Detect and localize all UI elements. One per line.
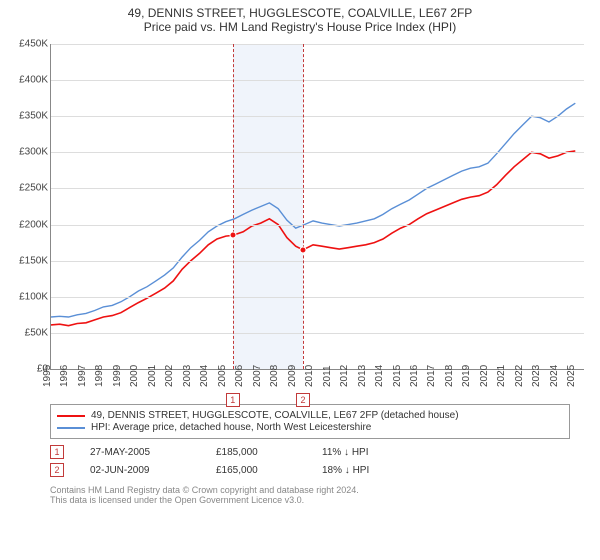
footer-line2: This data is licensed under the Open Gov… (50, 495, 570, 505)
gridline (51, 261, 584, 262)
x-tick-label: 1999 (112, 365, 123, 387)
legend-label: 49, DENNIS STREET, HUGGLESCOTE, COALVILL… (91, 410, 459, 421)
x-tick-label: 2017 (426, 365, 437, 387)
x-tick-label: 2000 (129, 365, 140, 387)
sale-rows: 1 27-MAY-2005 £185,000 11% ↓ HPI 2 02-JU… (50, 445, 570, 477)
sale-date: 27-MAY-2005 (90, 447, 190, 458)
y-tick-label: £450K (19, 39, 48, 50)
legend-row: 49, DENNIS STREET, HUGGLESCOTE, COALVILL… (57, 410, 563, 421)
y-tick-label: £150K (19, 255, 48, 266)
shade-border (233, 44, 234, 369)
sale-price: £165,000 (216, 465, 296, 476)
sale-marker-label: 1 (226, 393, 240, 407)
x-tick-label: 2003 (182, 365, 193, 387)
x-tick-label: 2009 (287, 365, 298, 387)
x-tick-label: 2018 (444, 365, 455, 387)
legend-swatch (57, 415, 85, 417)
x-tick-label: 2004 (199, 365, 210, 387)
x-tick-label: 2005 (217, 365, 228, 387)
gridline (51, 152, 584, 153)
x-tick-label: 2013 (356, 365, 367, 387)
x-tick-label: 2019 (461, 365, 472, 387)
legend-label: HPI: Average price, detached house, Nort… (91, 422, 371, 433)
x-tick-label: 1995 (42, 365, 53, 387)
footer: Contains HM Land Registry data © Crown c… (50, 485, 570, 505)
footer-line1: Contains HM Land Registry data © Crown c… (50, 485, 570, 495)
sale-marker-box: 1 (50, 445, 64, 459)
y-tick-label: £50K (25, 327, 48, 338)
title-address: 49, DENNIS STREET, HUGGLESCOTE, COALVILL… (8, 6, 592, 20)
sale-point-dot (299, 246, 306, 253)
y-tick-label: £200K (19, 219, 48, 230)
x-tick-label: 2021 (496, 365, 507, 387)
legend: 49, DENNIS STREET, HUGGLESCOTE, COALVILL… (50, 404, 570, 439)
x-tick-label: 2014 (374, 365, 385, 387)
series-hpi (51, 103, 575, 317)
gridline (51, 116, 584, 117)
y-tick-label: £350K (19, 111, 48, 122)
y-tick-label: £250K (19, 183, 48, 194)
sale-diff: 11% ↓ HPI (322, 447, 402, 458)
x-tick-label: 2024 (549, 365, 560, 387)
line-svg (51, 44, 584, 369)
x-tick-label: 2007 (252, 365, 263, 387)
gridline (51, 297, 584, 298)
x-tick-label: 2001 (147, 365, 158, 387)
legend-row: HPI: Average price, detached house, Nort… (57, 422, 563, 433)
x-tick-label: 1996 (59, 365, 70, 387)
sale-row: 1 27-MAY-2005 £185,000 11% ↓ HPI (50, 445, 570, 459)
sale-row: 2 02-JUN-2009 £165,000 18% ↓ HPI (50, 463, 570, 477)
gridline (51, 333, 584, 334)
title-block: 49, DENNIS STREET, HUGGLESCOTE, COALVILL… (8, 6, 592, 34)
x-tick-label: 2012 (339, 365, 350, 387)
series-property (51, 151, 575, 326)
gridline (51, 188, 584, 189)
sale-marker-box: 2 (50, 463, 64, 477)
shade-border (303, 44, 304, 369)
plot-region: 12 (50, 44, 584, 370)
x-tick-label: 2002 (164, 365, 175, 387)
sale-price: £185,000 (216, 447, 296, 458)
x-tick-label: 2008 (269, 365, 280, 387)
legend-swatch (57, 427, 85, 429)
x-tick-label: 2015 (391, 365, 402, 387)
sale-point-dot (229, 232, 236, 239)
sale-marker-label: 2 (296, 393, 310, 407)
sale-diff: 18% ↓ HPI (322, 465, 402, 476)
gridline (51, 44, 584, 45)
title-subtitle: Price paid vs. HM Land Registry's House … (8, 20, 592, 34)
x-tick-label: 2010 (304, 365, 315, 387)
x-tick-label: 2022 (514, 365, 525, 387)
y-tick-label: £100K (19, 291, 48, 302)
x-tick-label: 2016 (409, 365, 420, 387)
sale-date: 02-JUN-2009 (90, 465, 190, 476)
gridline (51, 225, 584, 226)
x-tick-label: 2023 (531, 365, 542, 387)
chart-area: 12 £0£50K£100K£150K£200K£250K£300K£350K£… (8, 38, 592, 398)
x-tick-label: 2025 (566, 365, 577, 387)
x-tick-label: 2011 (322, 365, 333, 387)
x-tick-label: 2006 (234, 365, 245, 387)
x-tick-label: 1997 (77, 365, 88, 387)
gridline (51, 80, 584, 81)
chart-container: 49, DENNIS STREET, HUGGLESCOTE, COALVILL… (0, 0, 600, 560)
y-tick-label: £300K (19, 147, 48, 158)
x-tick-label: 2020 (479, 365, 490, 387)
y-tick-label: £400K (19, 75, 48, 86)
x-tick-label: 1998 (94, 365, 105, 387)
